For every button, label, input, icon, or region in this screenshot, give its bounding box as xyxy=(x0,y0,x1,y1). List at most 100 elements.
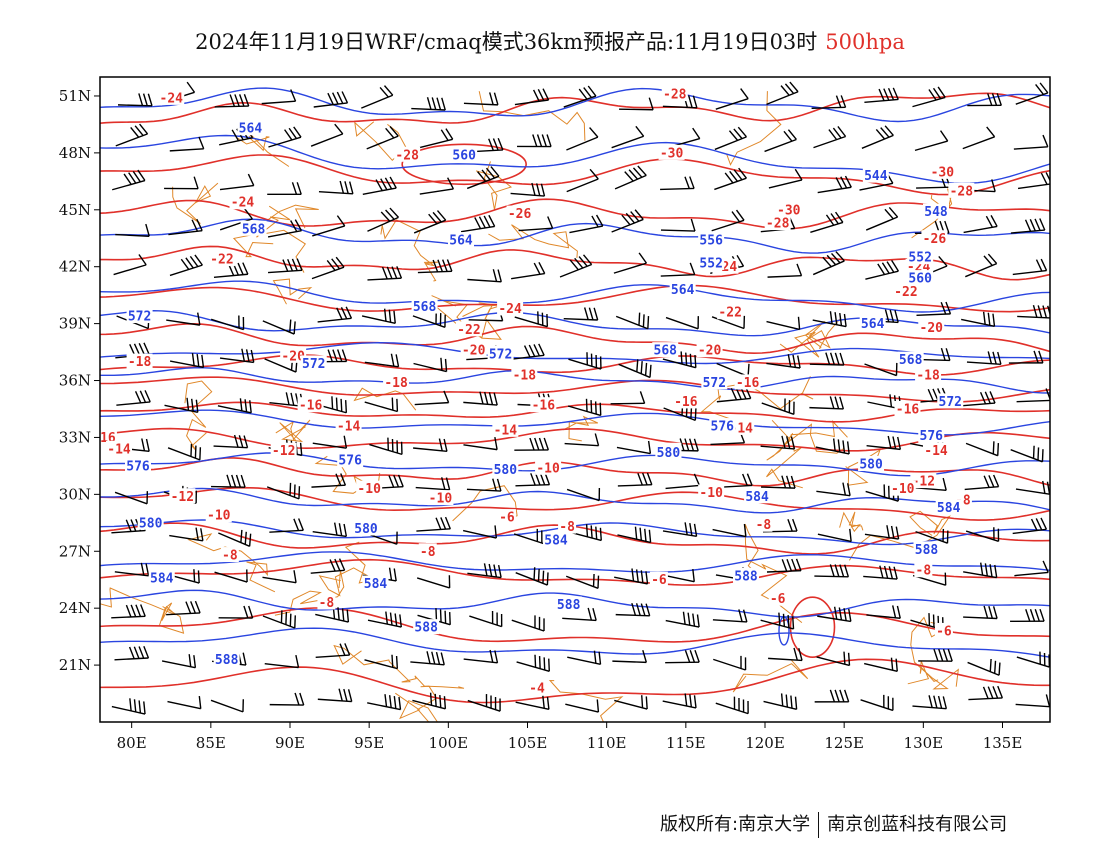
wind-barb xyxy=(515,472,551,487)
wind-barb xyxy=(766,316,801,331)
temperature-label: -16 xyxy=(896,402,920,417)
wind-barb xyxy=(713,655,747,671)
height-contour-line xyxy=(100,134,1050,185)
wind-barb xyxy=(612,650,648,664)
wind-barb xyxy=(815,438,850,455)
wind-barb xyxy=(863,565,898,580)
wind-barb xyxy=(361,85,394,109)
wind-barb xyxy=(312,522,348,538)
contour-label-bg xyxy=(280,347,307,363)
wind-barb xyxy=(716,362,750,378)
contour-label-bg xyxy=(733,567,759,583)
boundary-segment xyxy=(237,122,290,167)
wind-barb xyxy=(214,93,250,108)
wind-barb xyxy=(662,351,697,369)
wind-barb xyxy=(117,93,153,107)
wind-barb xyxy=(760,612,795,630)
boundary-segment xyxy=(380,219,439,282)
lon-tick-label: 120E xyxy=(745,734,785,752)
wind-barb xyxy=(312,215,346,237)
contour-label-bg xyxy=(858,456,885,471)
wind-barb xyxy=(767,263,803,278)
contour-label-bg xyxy=(317,594,336,610)
wind-barb xyxy=(864,657,898,673)
wind-barb xyxy=(416,575,451,589)
wind-barb xyxy=(168,218,203,236)
boundary-segment xyxy=(839,511,864,533)
wind-barb xyxy=(814,689,850,703)
boundary-segment xyxy=(845,448,881,486)
wind-barb xyxy=(618,359,652,379)
wind-barb xyxy=(563,307,599,321)
temperature-contour-line xyxy=(100,92,1050,124)
boundary-segment xyxy=(907,660,939,685)
contour-label-bg xyxy=(335,418,362,434)
temperature-label: -18 xyxy=(384,376,408,391)
contour-label-bg xyxy=(669,281,696,297)
wind-barb xyxy=(864,87,899,104)
wind-barb xyxy=(210,315,245,331)
boundary-segment xyxy=(172,182,219,225)
wind-barb xyxy=(413,357,448,373)
height-label: 572 xyxy=(128,310,151,325)
wind-barb xyxy=(809,352,845,366)
contour-label-bg xyxy=(530,397,557,413)
wind-barb xyxy=(114,491,149,505)
lat-tick-label: 42N xyxy=(59,258,91,276)
company-name: 南京创蓝科技有限公司 xyxy=(827,814,1008,835)
temperature-label: -30 xyxy=(660,146,684,161)
wind-barb xyxy=(568,524,602,542)
wind-barb xyxy=(817,528,852,543)
contour-label-bg xyxy=(240,220,267,236)
contour-label-bg xyxy=(910,473,937,489)
lon-tick-label: 100E xyxy=(429,734,469,752)
wind-barb xyxy=(569,214,604,234)
contour-label-bg xyxy=(889,480,916,496)
temperature-contour-line xyxy=(100,284,1050,313)
wind-barbs xyxy=(111,81,1050,715)
wind-barb xyxy=(169,254,203,277)
height-label: 548 xyxy=(924,205,948,220)
height-label: 564 xyxy=(861,317,885,332)
height-label: 576 xyxy=(126,459,150,474)
height-label: 572 xyxy=(302,357,325,372)
wind-barb xyxy=(967,93,1002,107)
wind-barb xyxy=(813,126,847,149)
wind-barb xyxy=(213,434,249,449)
wind-barb xyxy=(415,477,451,491)
height-contour-line xyxy=(100,589,1050,618)
wind-barb xyxy=(1008,350,1044,364)
wind-barb xyxy=(364,654,399,670)
title-level: 500hpa xyxy=(825,30,905,54)
wind-barb xyxy=(665,649,700,664)
boundary-segment xyxy=(726,91,782,166)
wind-barb xyxy=(412,311,446,328)
wind-barb xyxy=(963,605,998,620)
contour-label-bg xyxy=(492,461,519,477)
wind-barb xyxy=(1015,694,1050,708)
footer-divider xyxy=(818,812,820,838)
temperature-label: -14 xyxy=(494,423,518,438)
wind-barb xyxy=(367,694,402,711)
temperature-label: -18 xyxy=(128,355,152,370)
boundary-segment xyxy=(354,121,407,162)
wind-barb xyxy=(563,85,597,108)
wind-barb xyxy=(111,698,146,715)
height-label: 556 xyxy=(699,234,723,249)
boundary-segment xyxy=(779,318,841,358)
wind-barb xyxy=(317,306,353,323)
wind-barb xyxy=(262,570,297,584)
contour-label-bg xyxy=(935,499,962,515)
contour-label-bg xyxy=(411,298,438,314)
contour-label-bg xyxy=(709,418,736,434)
wind-barb xyxy=(115,123,149,147)
contour-label-bg xyxy=(918,427,945,443)
wind-barb xyxy=(916,301,952,316)
wind-barb xyxy=(419,177,455,195)
contour-label-bg xyxy=(497,509,516,525)
copyright-text: 版权所有:南京大学 xyxy=(660,814,811,835)
wind-barb xyxy=(619,97,654,111)
wind-barb xyxy=(966,351,1002,366)
wind-barb xyxy=(515,567,549,586)
wind-barb xyxy=(167,443,202,461)
